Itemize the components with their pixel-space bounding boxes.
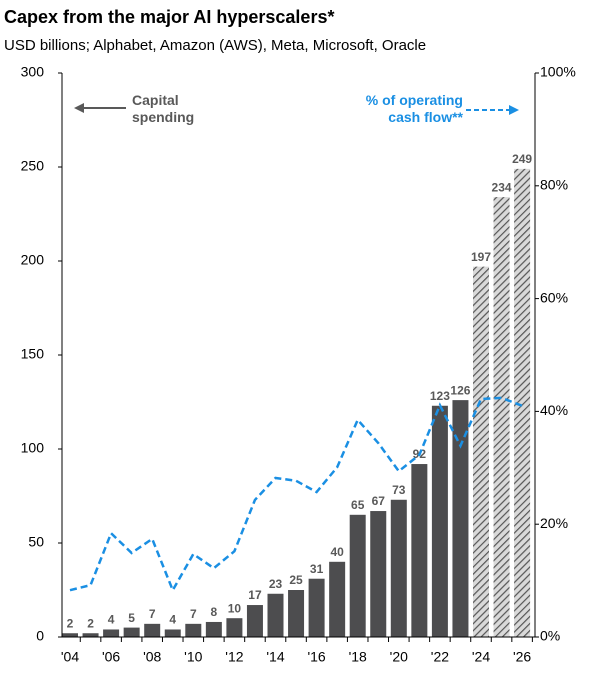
data-label: 8	[211, 605, 218, 619]
bar	[226, 618, 243, 637]
data-label: 4	[169, 613, 176, 627]
y-tick-label: 200	[21, 252, 45, 268]
data-label: 31	[310, 562, 324, 576]
x-tick-label: '26	[513, 649, 531, 665]
data-label: 5	[128, 611, 135, 625]
data-label: 234	[492, 180, 512, 194]
bar	[308, 578, 325, 637]
data-label: 4	[108, 613, 115, 627]
bar	[288, 590, 305, 637]
chart-subtitle: USD billions; Alphabet, Amazon (AWS), Me…	[4, 37, 426, 54]
bar	[349, 514, 366, 637]
bar	[390, 499, 407, 637]
x-tick-label: '22	[431, 649, 449, 665]
y2-tick-label: 20%	[540, 515, 568, 531]
data-label: 25	[289, 573, 303, 587]
data-label: 7	[190, 607, 197, 621]
x-tick-label: '06	[102, 649, 120, 665]
x-tick-label: '24	[472, 649, 490, 665]
bar	[205, 621, 222, 637]
bar	[62, 633, 78, 637]
y2-tick-label: 100%	[540, 64, 576, 80]
bar	[185, 623, 202, 637]
chart-title: Capex from the major AI hyperscalers*	[4, 7, 334, 27]
bar	[493, 197, 510, 637]
data-label: 249	[512, 152, 532, 166]
annotation: Capital spending	[132, 92, 195, 125]
y2-tick-label: 60%	[540, 289, 568, 305]
y-tick-label: 300	[21, 64, 45, 80]
data-label: 73	[392, 483, 406, 497]
x-tick-label: '12	[225, 649, 243, 665]
y-tick-label: 50	[28, 534, 44, 550]
data-label: 23	[269, 577, 283, 591]
bar	[370, 511, 387, 637]
data-label: 7	[149, 607, 156, 621]
y2-tick-label: 80%	[540, 177, 568, 193]
bar	[514, 168, 531, 637]
data-label: 10	[228, 601, 242, 615]
x-tick-label: '10	[184, 649, 202, 665]
bar	[411, 464, 428, 637]
arrow-head	[74, 103, 84, 113]
line	[69, 396, 523, 594]
x-tick-label: '20	[390, 649, 408, 665]
bar	[267, 593, 284, 637]
data-label: 123	[430, 389, 450, 403]
bar	[431, 405, 448, 637]
x-tick-label: '04	[61, 649, 79, 665]
bar	[103, 629, 120, 637]
arrow-head	[509, 105, 519, 115]
y-tick-label: 100	[21, 440, 45, 456]
data-label: 40	[330, 545, 344, 559]
bar	[452, 400, 469, 637]
bar	[329, 561, 346, 637]
x-tick-label: '16	[307, 649, 325, 665]
data-label: 2	[87, 616, 94, 630]
data-label: 67	[372, 494, 386, 508]
bar	[473, 266, 489, 637]
data-label: 2	[67, 616, 74, 630]
y-tick-label: 250	[21, 158, 45, 174]
x-tick-label: '08	[143, 649, 161, 665]
y2-tick-label: 0%	[540, 628, 560, 644]
y-tick-label: 150	[21, 346, 45, 362]
y2-tick-label: 40%	[540, 402, 568, 418]
bar	[164, 629, 181, 637]
bar	[144, 623, 161, 637]
data-label: 17	[248, 588, 262, 602]
bar	[123, 627, 140, 637]
x-tick-label: '18	[349, 649, 367, 665]
data-label: 197	[471, 250, 491, 264]
bar	[246, 605, 263, 637]
bar	[82, 633, 99, 637]
data-label: 65	[351, 498, 365, 512]
x-tick-label: '14	[266, 649, 284, 665]
y-tick-label: 0	[36, 628, 44, 644]
annotation: % of operating cash flow**	[365, 92, 463, 125]
data-label: 126	[450, 383, 470, 397]
